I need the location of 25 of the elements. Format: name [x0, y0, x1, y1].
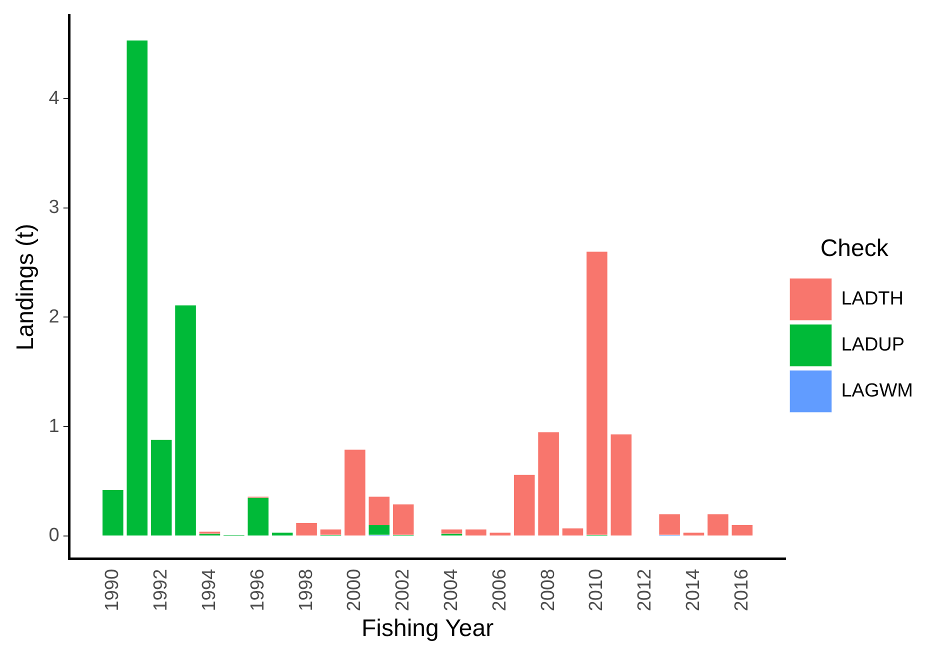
x-tick-label: 2002 [392, 568, 414, 612]
y-tick-label: 2 [48, 306, 60, 328]
y-tick-label: 3 [48, 197, 60, 218]
x-tick-label: 1994 [198, 568, 220, 612]
x-tick-label: 2010 [586, 568, 608, 612]
x-tick-label: 1990 [102, 568, 124, 612]
x-tick-label: 1996 [247, 568, 268, 612]
x-tick-label: 2004 [440, 568, 462, 612]
x-tick-label: 1998 [296, 568, 317, 612]
x-axis-title: Fishing Year [361, 615, 494, 642]
legend-label: LADTH [841, 288, 904, 310]
y-tick-label: 4 [48, 88, 60, 109]
x-tick-label: 2006 [489, 568, 510, 612]
x-tick-label: 2000 [344, 568, 366, 612]
legend-label: LADUP [841, 334, 905, 356]
y-tick-label: 0 [48, 525, 60, 546]
x-tick-label: 2008 [538, 568, 559, 612]
y-axis-title: Landings (t) [12, 224, 40, 351]
x-tick-label: 2012 [634, 568, 656, 612]
legend-label: LAGWM [841, 380, 913, 402]
x-tick-label: 2014 [682, 568, 704, 612]
x-tick-label: 2016 [731, 568, 752, 612]
legend-title: Check [820, 235, 890, 262]
x-tick-label: 1992 [150, 568, 172, 612]
y-tick-label: 1 [48, 416, 60, 437]
